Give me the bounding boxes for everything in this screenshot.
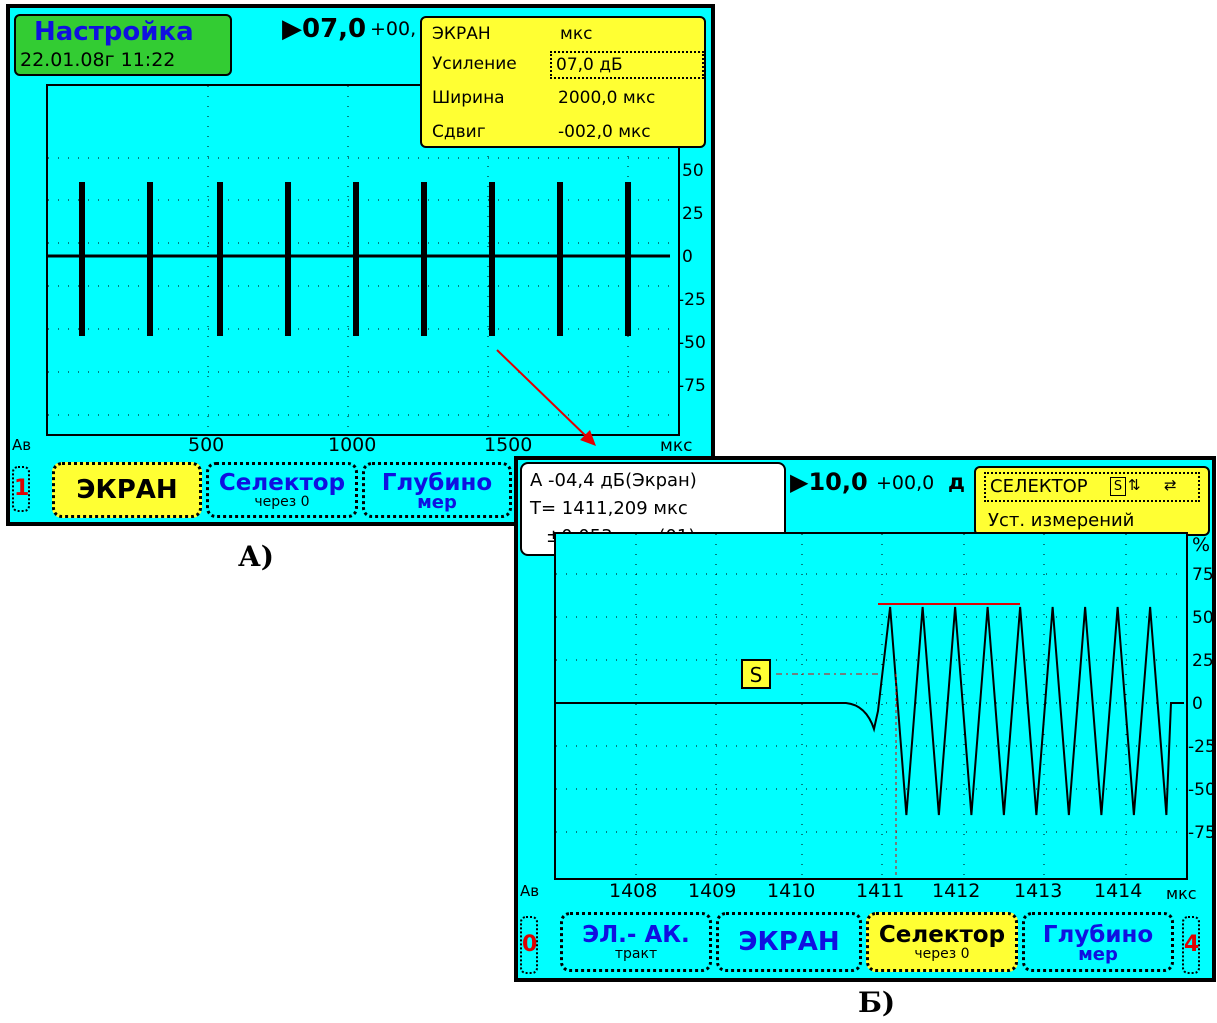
datetime: 22.01.08г 11:22 [20, 49, 176, 71]
gain-offset-b: +00,0 [876, 472, 935, 494]
y-unit-b: % [1192, 534, 1211, 556]
selector-button-a-label: Селектор [218, 470, 346, 496]
pulse-a-6 [489, 182, 495, 336]
el-ak-button-label: ЭЛ.- АК. [582, 922, 690, 948]
swap-arrows-icon: ⇄ [1164, 476, 1177, 494]
pulse-a-8 [625, 182, 631, 336]
x-tick-b-1414: 1414 [1094, 880, 1143, 902]
x-tick-b-1413: 1413 [1014, 880, 1063, 902]
y-tick-b-m25: -25 [1188, 737, 1216, 757]
gain-readout-b: ▶10,0 [790, 468, 868, 496]
selector-button-b[interactable]: Селектор через 0 [866, 912, 1018, 972]
x-tick-b-1410: 1410 [767, 880, 816, 902]
gain-readout: ▶07,0 [282, 14, 367, 44]
gain-unit-b: д [948, 470, 965, 494]
y-tick-b-50: 50 [1192, 608, 1214, 628]
popup-row2-value[interactable]: 07,0 дБ [550, 51, 704, 79]
settings-popup: ЭКРАН мкс Усиление 07,0 дБ Ширина 2000,0… [420, 16, 706, 148]
x-tick-b-1408: 1408 [609, 880, 658, 902]
y-tick-b-25: 25 [1192, 651, 1214, 671]
el-ak-button-b[interactable]: ЭЛ.- АК. тракт [560, 912, 712, 972]
caption-b: Б) [858, 986, 896, 1019]
x-tick-b-1409: 1409 [688, 880, 737, 902]
signal-b [556, 606, 1184, 816]
gate-marker-label: S [750, 663, 763, 687]
popup-row2-label: Усиление [432, 54, 517, 74]
selector-button-a[interactable]: Селектор через 0 [206, 462, 358, 518]
y-tick-a-25: 25 [682, 204, 704, 224]
pulse-a-0 [79, 182, 85, 336]
corner-label-a: Ав [12, 436, 32, 454]
y-tick-b-m50: -50 [1188, 780, 1216, 800]
plot-area-b: S [554, 532, 1188, 880]
popup-row3-value: 2000,0 мкс [558, 88, 656, 108]
y-tick-a-0: 0 [682, 247, 693, 267]
depth-gauge-button-a-label: Глубино [381, 470, 493, 496]
gain-offset: +00, [370, 18, 417, 40]
pulse-a-7 [557, 182, 563, 336]
screen-button-b[interactable]: ЭКРАН [716, 912, 862, 972]
corner-label-b: Ав [520, 882, 540, 900]
softkey-num-left-b: 0 [520, 916, 538, 974]
x-tick-b-1412: 1412 [932, 880, 981, 902]
x-unit-a: мкс [660, 436, 693, 456]
measure-time: Т= 1411,209 мкс [530, 498, 688, 519]
x-tick-a-1000: 1000 [328, 434, 377, 456]
pulse-a-3 [285, 182, 291, 336]
pulse-a-1 [147, 182, 153, 336]
screen-button-a[interactable]: ЭКРАН [52, 462, 202, 518]
y-tick-a-m50: -50 [678, 333, 706, 353]
selector-title-frame[interactable]: СЕЛЕКТОР S ⇅ ⇄ [984, 472, 1200, 502]
measure-amplitude: А -04,4 дБ(Экран) [530, 470, 697, 491]
waveform-b: S [556, 534, 1186, 878]
pulse-a-4 [353, 182, 359, 336]
depth-gauge-button-a-sub: мер [417, 492, 457, 513]
caption-a: А) [238, 540, 275, 573]
y-tick-a-m25: -25 [678, 290, 706, 310]
selector-info-box: СЕЛЕКТОР S ⇅ ⇄ Уст. измерений [974, 466, 1210, 536]
selector-title: СЕЛЕКТОР [990, 476, 1088, 497]
popup-row4-label: Сдвиг [432, 122, 486, 142]
screen-a: Настройка 22.01.08г 11:22 ▶07,0 +00, ЭКР… [6, 4, 715, 526]
mode-title: Настройка [34, 17, 194, 47]
x-tick-a-500: 500 [188, 434, 225, 456]
gate-s-icon: S [1110, 477, 1126, 496]
softkey-bar-b: 0 ЭЛ.- АК. тракт ЭКРАН Селектор через 0 … [518, 908, 1212, 978]
x-tick-a-1500: 1500 [484, 434, 533, 456]
selector-button-b-sub: через 0 [914, 946, 970, 962]
y-tick-b-m75: -75 [1188, 823, 1216, 843]
selector-button-a-sub: через 0 [254, 494, 310, 510]
gate-marker-box [741, 659, 771, 689]
y-tick-b-75: 75 [1192, 565, 1214, 585]
popup-row3-label: Ширина [432, 88, 505, 108]
depth-gauge-button-b[interactable]: Глубино мер [1022, 912, 1174, 972]
x-unit-b: мкс [1166, 884, 1197, 903]
el-ak-button-sub: тракт [614, 946, 658, 962]
y-tick-b-0: 0 [1192, 694, 1203, 714]
updown-arrows-icon: ⇅ [1128, 476, 1141, 494]
selector-subtitle: Уст. измерений [988, 510, 1135, 531]
screen-button-b-label: ЭКРАН [738, 927, 840, 957]
y-tick-a-m75: -75 [678, 376, 706, 396]
depth-gauge-button-b-label: Глубино [1042, 922, 1154, 948]
depth-gauge-button-b-sub: мер [1078, 944, 1118, 965]
screen-b: А -04,4 дБ(Экран) Т= 1411,209 мкс ±0,053… [514, 456, 1216, 982]
softkey-bar-a: 1 ЭКРАН Селектор через 0 Глубино мер [10, 460, 711, 522]
waveform-a [48, 86, 678, 434]
pulse-a-5 [421, 182, 427, 336]
y-tick-a-50: 50 [682, 161, 704, 181]
x-tick-b-1411: 1411 [856, 880, 905, 902]
selector-button-b-label: Селектор [878, 922, 1006, 948]
depth-gauge-button-a[interactable]: Глубино мер [362, 462, 512, 518]
popup-row4-value: -002,0 мкс [558, 122, 651, 142]
screen-button-a-label: ЭКРАН [76, 475, 178, 505]
softkey-num-left-a: 1 [12, 466, 30, 512]
popup-row1-value: мкс [560, 24, 593, 44]
popup-row1-label: ЭКРАН [432, 24, 491, 44]
softkey-num-right-b: 4 [1182, 916, 1200, 974]
pulse-a-2 [217, 182, 223, 336]
mode-title-box: Настройка 22.01.08г 11:22 [14, 14, 232, 76]
